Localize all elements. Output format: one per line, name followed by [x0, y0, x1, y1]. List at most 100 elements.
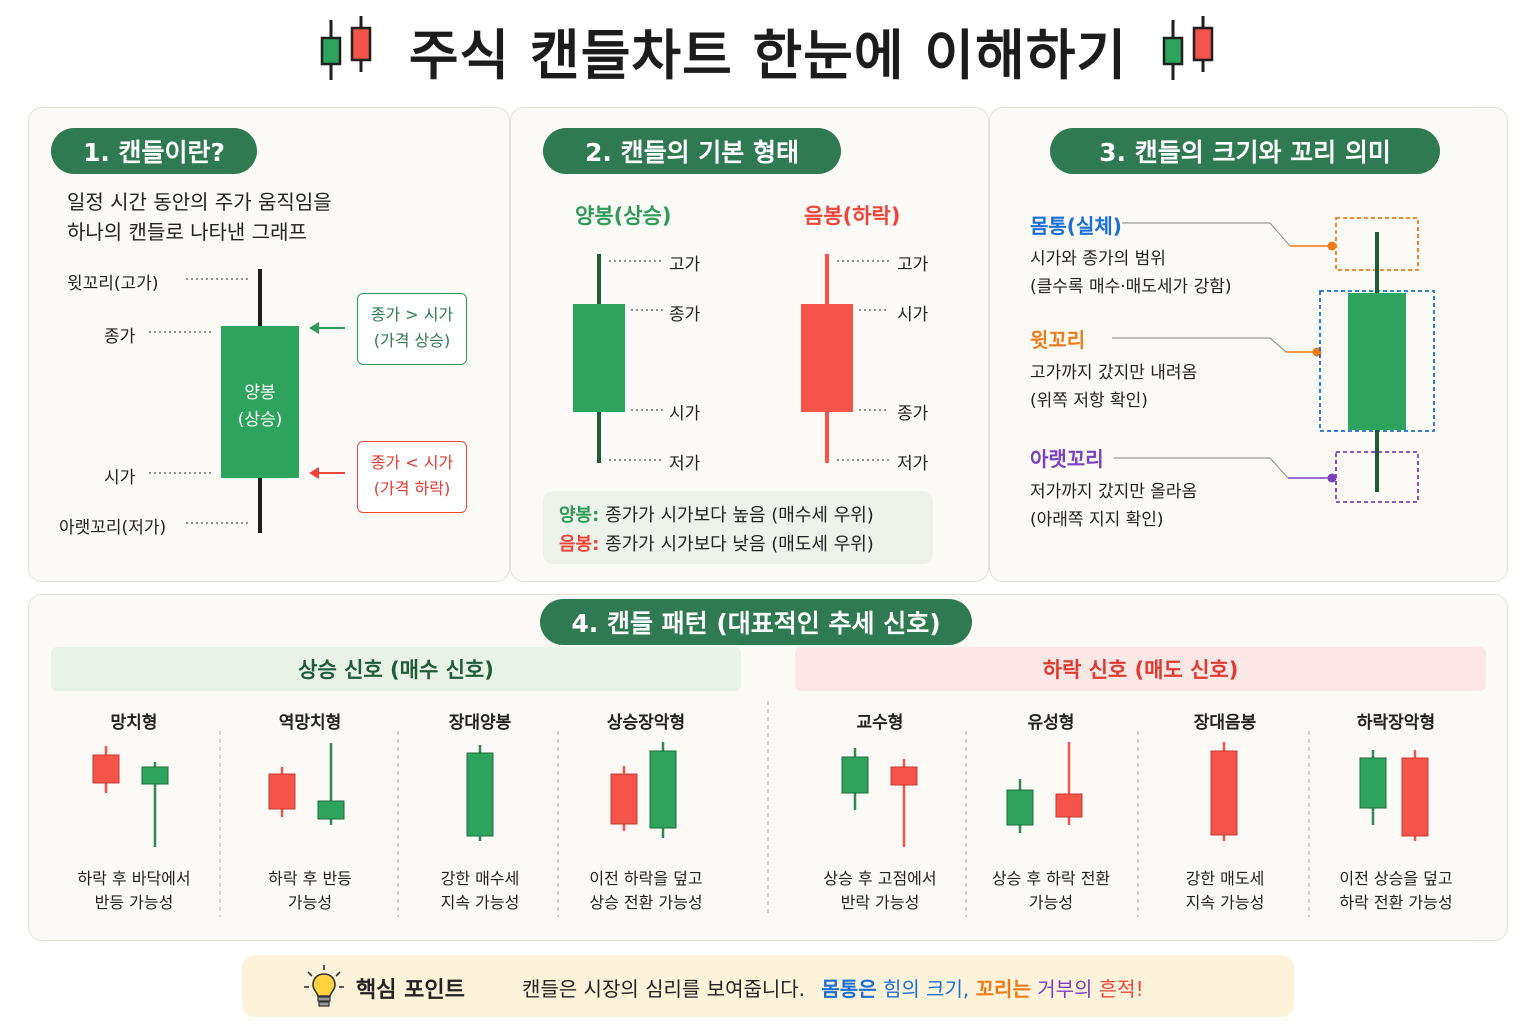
- pattern-name-long-bull: 장대양봉: [448, 713, 512, 733]
- section1-heading: 1. 캔들이란?: [51, 128, 257, 174]
- legend-bear-key: 음봉:: [559, 534, 600, 555]
- pattern-desc-line: 가능성: [1028, 893, 1074, 912]
- close-gt-open-line1: 종가 > 시가: [370, 305, 454, 324]
- bear-label-open: 시가: [897, 305, 929, 325]
- pattern-name-long-bear: 장대음봉: [1193, 713, 1257, 733]
- pattern-desc-line: 상승 후 하락 전환: [991, 869, 1111, 888]
- hammer-candle-1: [92, 754, 120, 784]
- bear-engulf-candle-1: [1359, 757, 1387, 809]
- pattern-desc-line: 하락 후 바닥에서: [77, 869, 191, 888]
- legend-bear-row: 음봉: 종가가 시가보다 낮음 (매도세 우위): [559, 530, 874, 556]
- close-lt-open-line1: 종가 < 시가: [370, 453, 454, 472]
- pattern-candles: [92, 701, 1429, 917]
- bull-title: 양봉(상승): [575, 204, 672, 228]
- hanging-man-candle-2: [890, 766, 918, 786]
- shooting-star-candle-1: [1006, 789, 1034, 826]
- lightbulb-icon: [304, 965, 344, 1007]
- pattern-desc-line: 가능성: [287, 893, 333, 912]
- candle-body: [221, 326, 299, 478]
- key-point-banner: 핵심 포인트 캔들은 시장의 심리를 보여줍니다. 몸통은 힘의 크기, 꼬리는…: [242, 955, 1294, 1017]
- close-label: 종가: [104, 327, 136, 347]
- bull-engulf-candle-1: [610, 773, 638, 825]
- inverted-hammer-candle-1: [268, 773, 296, 810]
- pattern-desc-line: 이전 하락을 덮고: [589, 869, 703, 888]
- page-header: 주식 캔들차트 한눈에 이해하기: [0, 10, 1536, 90]
- upper-wick-desc1: 고가까지 갔지만 내려옴: [1030, 363, 1198, 383]
- candle-pair-icon-right: [1162, 16, 1214, 80]
- section1-intro-line2: 하나의 캔들로 나타낸 그래프: [67, 220, 307, 244]
- bull-label-high: 고가: [669, 255, 701, 275]
- key-point-text: 캔들은 시장의 심리를 보여줍니다. 몸통은 힘의 크기, 꼬리는 거부의 흔적…: [522, 973, 1144, 1002]
- pattern-desc-bull-engulfing: 이전 하락을 덮고 상승 전환 가능성: [556, 867, 736, 915]
- pattern-name-hammer: 망치형: [110, 713, 158, 733]
- section2-candles: [573, 254, 889, 463]
- upper-wick-title: 윗꼬리: [1030, 328, 1086, 352]
- pattern-name-shooting-star: 유성형: [1027, 713, 1075, 733]
- bear-label-close: 종가: [897, 404, 929, 424]
- section3-heading: 3. 캔들의 크기와 꼬리 의미: [1050, 128, 1440, 174]
- legend-bear-text: 종가가 시가보다 낮음 (매도세 우위): [605, 534, 874, 555]
- body-title: 몸통(실체): [1030, 214, 1122, 238]
- key-point-p2: 힘의 크기,: [882, 977, 970, 1001]
- pattern-desc-line: 강한 매수세: [440, 869, 520, 888]
- section1-intro-line1: 일정 시간 동안의 주가 움직임을: [67, 190, 332, 214]
- candle-body-label2: (상승): [237, 410, 283, 430]
- pattern-desc-inverted-hammer: 하락 후 반등 가능성: [220, 867, 400, 915]
- close-gt-open-line2: (가격 상승): [373, 331, 451, 350]
- pattern-desc-line: 지속 가능성: [1185, 893, 1265, 912]
- pattern-desc-line: 이전 상승을 덮고: [1339, 869, 1453, 888]
- pattern-desc-hammer: 하락 후 바닥에서 반등 가능성: [44, 867, 224, 915]
- key-point-p1: 몸통은: [821, 977, 877, 1001]
- section4-heading: 4. 캔들 패턴 (대표적인 추세 신호): [540, 599, 972, 645]
- inverted-hammer-candle-2: [317, 800, 345, 820]
- up-signal-header: 상승 신호 (매수 신호): [51, 647, 741, 691]
- down-signal-label: 하락 신호 (매도 신호): [1042, 658, 1239, 682]
- pattern-name-hanging-man: 교수형: [856, 713, 904, 733]
- pattern-name-bear-engulfing: 하락장악형: [1356, 713, 1436, 733]
- lower-wick-title: 아랫꼬리: [1030, 447, 1104, 471]
- page-title: 주식 캔들차트 한눈에 이해하기: [408, 23, 1128, 87]
- pattern-desc-line: 반락 가능성: [840, 893, 920, 912]
- pattern-desc-line: 상승 전환 가능성: [589, 893, 703, 912]
- bull-label-low: 저가: [669, 454, 701, 474]
- key-point-p3: 꼬리는: [975, 977, 1031, 1001]
- candle-pair-icon-left: [320, 16, 372, 80]
- section-size-and-wick: 3. 캔들의 크기와 꼬리 의미 몸통(실체) 시가와 종가의 범위 (클수록 …: [989, 107, 1508, 582]
- body-desc2: (클수록 매수·매도세가 강함): [1030, 277, 1232, 297]
- bear-body: [801, 304, 853, 412]
- pattern-desc-shooting-star: 상승 후 하락 전환 가능성: [961, 867, 1141, 915]
- pattern-desc-line: 상승 후 고점에서: [823, 869, 937, 888]
- key-point-p4: 거부의: [1037, 977, 1093, 1001]
- hanging-man-candle-1: [841, 756, 869, 794]
- pattern-desc-line: 하락 전환 가능성: [1339, 893, 1453, 912]
- lower-wick-label: 아랫꼬리(저가): [59, 518, 167, 538]
- section-what-is-candle: 1. 캔들이란? 일정 시간 동안의 주가 움직임을 하나의 캔들로 나타낸 그…: [28, 107, 510, 582]
- bull-label-open: 시가: [669, 404, 701, 424]
- legend-bull-key: 양봉:: [559, 505, 600, 526]
- close-lt-open-box: 종가 < 시가 (가격 하락): [357, 441, 467, 513]
- key-point-label: 핵심 포인트: [356, 978, 465, 1003]
- legend-bull-text: 종가가 시가보다 높음 (매수세 우위): [605, 505, 874, 526]
- section1-candle-diagram: [149, 269, 345, 533]
- pattern-desc-bear-engulfing: 이전 상승을 덮고 하락 전환 가능성: [1306, 867, 1486, 915]
- pattern-desc-line: 지속 가능성: [440, 893, 520, 912]
- lower-wick-desc2: (아래쪽 지지 확인): [1030, 510, 1164, 530]
- upper-wick-label: 윗꼬리(고가): [67, 274, 159, 294]
- close-lt-open-line2: (가격 하락): [373, 479, 451, 498]
- bull-body: [573, 304, 625, 412]
- up-signal-label: 상승 신호 (매수 신호): [298, 658, 494, 682]
- open-label: 시가: [104, 468, 136, 488]
- pattern-desc-long-bull: 강한 매수세 지속 가능성: [390, 867, 570, 915]
- section-patterns: 4. 캔들 패턴 (대표적인 추세 신호) 상승 신호 (매수 신호) 하락 신…: [28, 594, 1508, 941]
- section-basic-shapes: 2. 캔들의 기본 형태 양봉(상승) 음봉(하락) 고가 종가 시가 저가 고…: [510, 107, 989, 582]
- shooting-star-candle-2: [1055, 793, 1083, 818]
- section2-heading: 2. 캔들의 기본 형태: [543, 128, 841, 174]
- pattern-desc-line: 하락 후 반등: [268, 869, 352, 888]
- down-signal-header: 하락 신호 (매도 신호): [795, 647, 1486, 691]
- pattern-desc-line: 강한 매도세: [1185, 869, 1265, 888]
- body-desc1: 시가와 종가의 범위: [1030, 249, 1166, 269]
- pattern-desc-long-bear: 강한 매도세 지속 가능성: [1135, 867, 1315, 915]
- pattern-desc-line: 반등 가능성: [94, 893, 174, 912]
- close-gt-open-box: 종가 > 시가 (가격 상승): [357, 293, 467, 365]
- hammer-candle-2: [141, 766, 169, 785]
